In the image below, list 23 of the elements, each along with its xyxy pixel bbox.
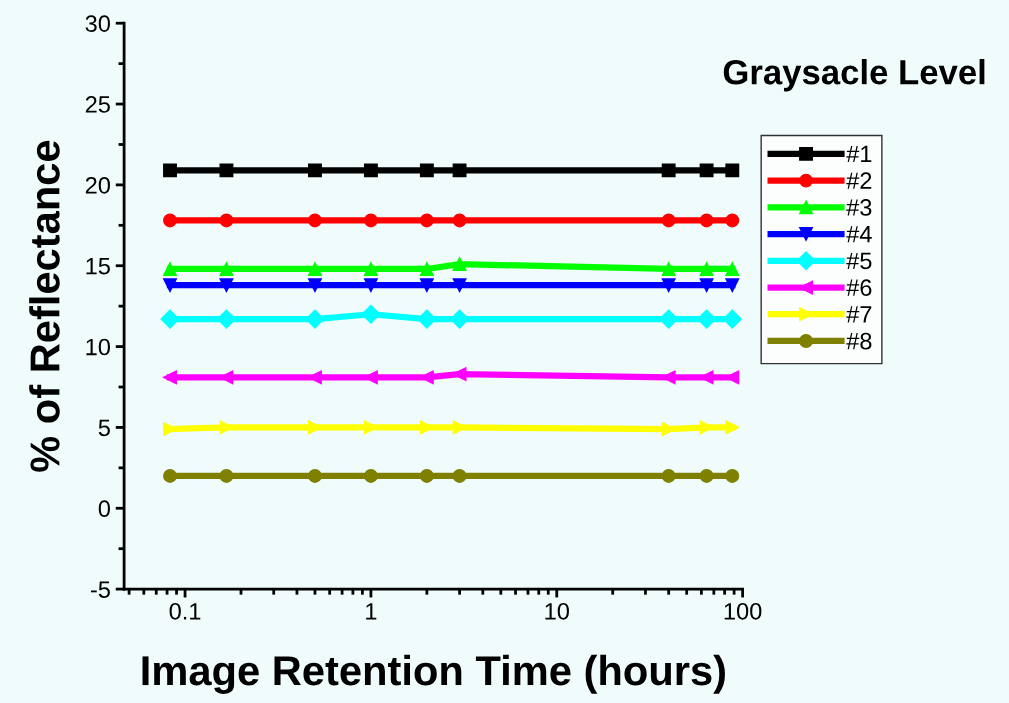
- legend-label: #2: [846, 172, 872, 189]
- legend-label: #8: [846, 332, 872, 350]
- legend-label: #7: [846, 306, 872, 323]
- y-tick-label: 15: [86, 258, 110, 275]
- x-axis-title: Image Retention Time (hours): [142, 654, 725, 694]
- legend-label: #4: [846, 226, 872, 243]
- y-tick-label: 5: [98, 419, 110, 437]
- x-tick-label: 0.1: [169, 602, 201, 620]
- legend-label: #3: [846, 199, 872, 216]
- y-tick-label: 30: [85, 15, 110, 32]
- legend-label: #5: [846, 252, 872, 270]
- x-tick-label: 100: [724, 602, 762, 620]
- text: Graysacle Level: [723, 59, 985, 92]
- y-tick-label: 10: [86, 338, 110, 356]
- x-tick-label: 1: [366, 603, 377, 620]
- y-tick-label: 20: [85, 176, 110, 194]
- y-tick-label: -5: [90, 581, 110, 598]
- legend-label: #6: [846, 279, 872, 296]
- legend-label: #1: [846, 145, 872, 163]
- x-tick-label: 10: [545, 602, 569, 620]
- y-axis-title: % of Reflectance: [29, 140, 60, 472]
- y-tick-label: 0: [98, 500, 110, 518]
- y-tick-label: 25: [85, 96, 110, 113]
